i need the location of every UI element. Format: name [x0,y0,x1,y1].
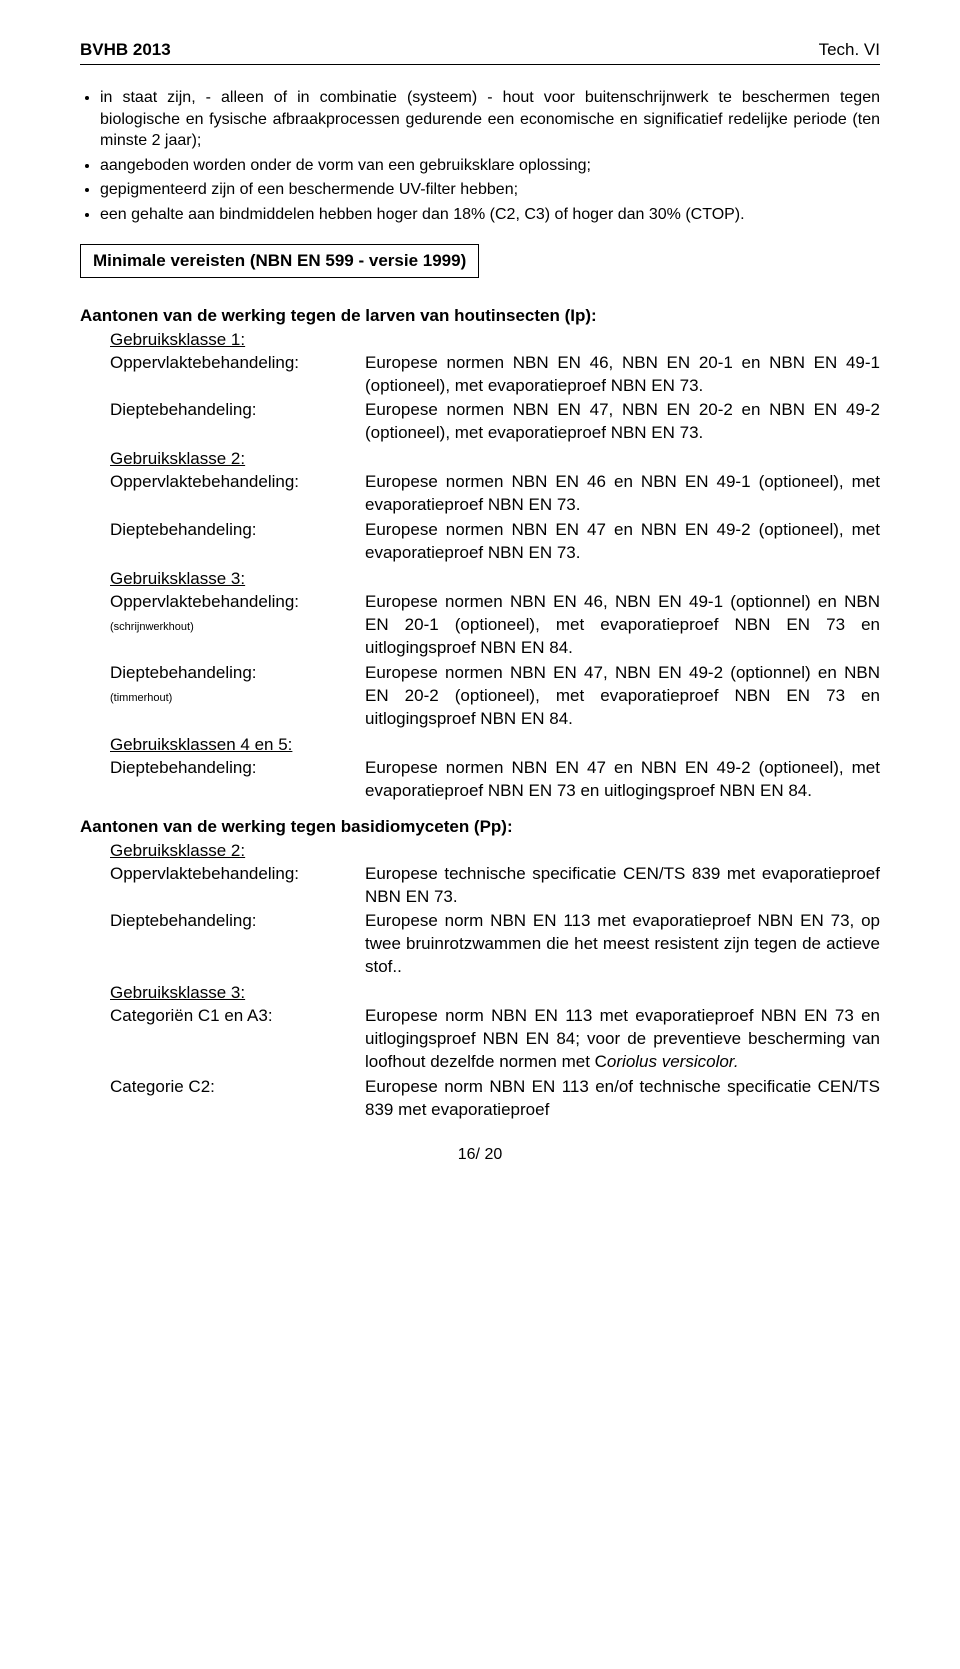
row-right: Europese normen NBN EN 47, NBN EN 20-2 e… [365,399,880,445]
s2-class2-label: Gebruiksklasse 2: [110,841,880,861]
bullet-item: in staat zijn, - alleen of in combinatie… [100,87,880,152]
bullet-item: aangeboden worden onder de vorm van een … [100,155,880,177]
row-right: Europese normen NBN EN 47, NBN EN 49-2 (… [365,662,880,731]
class2-label: Gebruiksklasse 2: [110,449,880,469]
row-left-note: (schrijnwerkhout) [110,621,194,633]
row-right: Europese normen NBN EN 46, NBN EN 49-1 (… [365,591,880,660]
row-left-text: Categoriën C1 en A3: [110,1006,273,1025]
row-left-text: Oppervlaktebehandeling: [110,472,299,491]
row-right: Europese norm NBN EN 113 met evaporatiep… [365,1005,880,1074]
class3-label: Gebruiksklasse 3: [110,569,880,589]
row-left-text: Dieptebehandeling: [110,911,257,930]
row-left: Oppervlaktebehandeling: [110,352,365,398]
page-header: BVHB 2013 Tech. VI [80,40,880,65]
bullet-item: gepigmenteerd zijn of een beschermende U… [100,179,880,201]
page-number: 16/ 20 [80,1146,880,1164]
bullet-item: een gehalte aan bindmiddelen hebben hoge… [100,204,880,226]
class3-block: Gebruiksklasse 3: Oppervlaktebehandeling… [110,569,880,731]
s2-class2-block: Gebruiksklasse 2: Oppervlaktebehandeling… [110,841,880,980]
treatment-row: Dieptebehandeling: Europese normen NBN E… [110,399,880,445]
treatment-row: Dieptebehandeling: Europese normen NBN E… [110,519,880,565]
row-left-text: Oppervlaktebehandeling: [110,864,299,883]
row-right: Europese normen NBN EN 47 en NBN EN 49-2… [365,757,880,803]
row-left-text: Categorie C2: [110,1077,215,1096]
row-left: Dieptebehandeling: (timmerhout) [110,662,365,731]
bullet-list: in staat zijn, - alleen of in combinatie… [100,87,880,226]
class2-block: Gebruiksklasse 2: Oppervlaktebehandeling… [110,449,880,565]
treatment-row: Oppervlaktebehandeling: Europese normen … [110,352,880,398]
treatment-row: Dieptebehandeling: (timmerhout) Europese… [110,662,880,731]
row-left: Oppervlaktebehandeling: [110,863,365,909]
row-left: Oppervlaktebehandeling: [110,471,365,517]
s2-class3-block: Gebruiksklasse 3: Categoriën C1 en A3: E… [110,983,880,1122]
treatment-row: Oppervlaktebehandeling: Europese technis… [110,863,880,909]
row-left: Categorie C2: [110,1076,365,1122]
row-left-note: (timmerhout) [110,692,172,704]
row-left: Dieptebehandeling: [110,519,365,565]
row-right: Europese normen NBN EN 46, NBN EN 20-1 e… [365,352,880,398]
row-left-text: Oppervlaktebehandeling: [110,592,299,611]
row-right: Europese norm NBN EN 113 met evaporatiep… [365,910,880,979]
row-left: Categoriën C1 en A3: [110,1005,365,1074]
row-right: Europese norm NBN EN 113 en/of technisch… [365,1076,880,1122]
row-right: Europese normen NBN EN 47 en NBN EN 49-2… [365,519,880,565]
s2-class3-label: Gebruiksklasse 3: [110,983,880,1003]
row-left: Dieptebehandeling: [110,910,365,979]
treatment-row: Categorie C2: Europese norm NBN EN 113 e… [110,1076,880,1122]
row-left-text: Dieptebehandeling: [110,663,257,682]
class45-label: Gebruiksklassen 4 en 5: [110,735,880,755]
treatment-row: Dieptebehandeling: Europese normen NBN E… [110,757,880,803]
row-left: Dieptebehandeling: [110,757,365,803]
section2-heading: Aantonen van de werking tegen basidiomyc… [80,817,880,837]
row-left: Oppervlaktebehandeling: (schrijnwerkhout… [110,591,365,660]
row-right: Europese normen NBN EN 46 en NBN EN 49-1… [365,471,880,517]
row-left: Dieptebehandeling: [110,399,365,445]
header-left: BVHB 2013 [80,40,171,60]
section1-heading: Aantonen van de werking tegen de larven … [80,306,880,326]
class1-block: Gebruiksklasse 1: Oppervlaktebehandeling… [110,330,880,446]
treatment-row: Oppervlaktebehandeling: (schrijnwerkhout… [110,591,880,660]
italic-species: oriolus versicolor. [607,1052,739,1071]
treatment-row: Dieptebehandeling: Europese norm NBN EN … [110,910,880,979]
row-right: Europese technische specificatie CEN/TS … [365,863,880,909]
row-left-text: Dieptebehandeling: [110,400,257,419]
row-left-text: Dieptebehandeling: [110,520,257,539]
class45-block: Gebruiksklassen 4 en 5: Dieptebehandelin… [110,735,880,803]
header-right: Tech. VI [819,40,880,60]
row-left-text: Oppervlaktebehandeling: [110,353,299,372]
boxed-title: Minimale vereisten (NBN EN 599 - versie … [80,244,479,278]
row-left-text: Dieptebehandeling: [110,758,257,777]
treatment-row: Categoriën C1 en A3: Europese norm NBN E… [110,1005,880,1074]
class1-label: Gebruiksklasse 1: [110,330,880,350]
treatment-row: Oppervlaktebehandeling: Europese normen … [110,471,880,517]
